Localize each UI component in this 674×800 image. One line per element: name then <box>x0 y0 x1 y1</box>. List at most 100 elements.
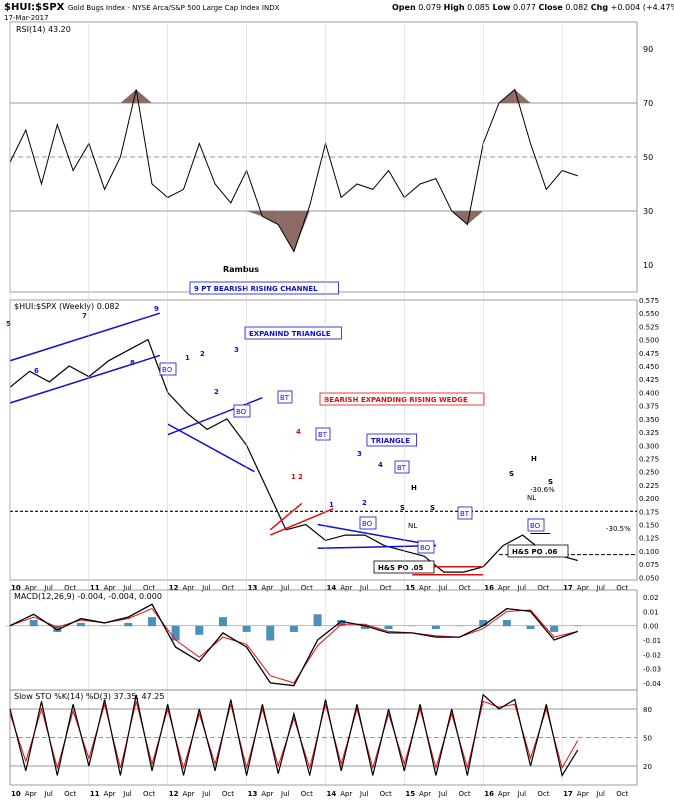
x-tick-label: Apr <box>419 584 431 592</box>
rsi-tick-label: 50 <box>643 153 653 162</box>
open-label: Open <box>392 3 416 12</box>
x-tick-label: Oct <box>222 790 234 798</box>
price-tick-label: 0.500 <box>639 337 659 345</box>
macd-line <box>9 603 579 687</box>
triangle-label: TRIANGLE <box>371 437 410 445</box>
expanding-triangle-label: EXPANIND TRIANGLE <box>249 330 331 338</box>
rsi-overbought-fill <box>136 89 152 103</box>
macd-histogram-bar <box>431 625 440 630</box>
price-tick-label: 0.175 <box>639 508 659 516</box>
bo-label: BO <box>236 408 247 416</box>
x-tick-label: Oct <box>616 790 628 798</box>
close-label: Close <box>538 3 563 12</box>
x-tick-label: Jul <box>201 584 211 592</box>
x-tick-label: Jul <box>517 790 527 798</box>
x-tick-label: 11 <box>90 790 100 798</box>
macd-tick-label: 0.02 <box>643 594 659 602</box>
macd-title: MACD(12,26,9) -0.004, -0.004, 0.000 <box>14 592 162 601</box>
wedge-lower-line <box>269 502 303 531</box>
channel-label-box <box>189 281 339 295</box>
macd-histogram-bar <box>573 625 582 627</box>
x-tick-label: Apr <box>340 790 352 798</box>
x-tick-label: Jul <box>122 584 132 592</box>
close-value: 0.082 <box>565 3 589 12</box>
bo-label: BO <box>420 544 431 552</box>
macd-histogram-bar <box>6 625 14 627</box>
macd-tick-label: -0.02 <box>643 651 661 659</box>
sto-d-line <box>9 700 579 770</box>
macd-histogram-bar <box>289 625 298 632</box>
wave-number-label: 2 <box>298 473 303 481</box>
description-label: Gold Bugs Index - NYSE Arca/S&P 500 Larg… <box>68 4 280 12</box>
bo-box <box>417 540 435 554</box>
wedge-upper-line <box>269 507 334 536</box>
macd-histogram-bar <box>337 620 346 627</box>
price-tick-label: 0.050 <box>639 574 659 582</box>
date-label: 17-Mar-2017 <box>4 14 49 22</box>
macd-histogram-bar <box>53 625 62 632</box>
ohlc-bar: Open 0.079 High 0.085 Low 0.077 Close 0.… <box>392 3 674 12</box>
x-tick-label: 10 <box>11 790 21 798</box>
bo-label: BO <box>362 520 373 528</box>
macd-histogram-bar <box>218 617 227 627</box>
wave-number-label: 2 <box>200 350 205 358</box>
macd-histogram-bar <box>502 620 511 627</box>
x-tick-label: 15 <box>405 584 415 592</box>
wave-number-label: 1 <box>185 354 190 362</box>
wedge-label: BEARISH EXPANDING RISING WEDGE <box>324 396 468 404</box>
macd-histogram-bar <box>195 625 204 635</box>
price-line <box>9 338 578 573</box>
x-tick-label: Apr <box>25 790 37 798</box>
x-tick-label: 17 <box>563 790 573 798</box>
x-tick-label: 17 <box>563 584 573 592</box>
x-tick-label: Jul <box>280 584 290 592</box>
price-tick-label: 0.075 <box>639 561 659 569</box>
x-tick-label: Apr <box>498 584 510 592</box>
macd-histogram-bar <box>266 625 275 641</box>
x-tick-label: Oct <box>301 790 313 798</box>
x-tick-label: Oct <box>380 584 392 592</box>
x-tick-label: 16 <box>484 584 494 592</box>
symbol-label: $HUI:$SPX <box>4 2 65 13</box>
macd-tick-label: -0.04 <box>643 680 662 688</box>
x-tick-label: Oct <box>64 790 76 798</box>
rsi-tick-label: 70 <box>643 99 653 108</box>
s-label: S <box>509 470 514 478</box>
chg-value: +0.004 (+4.47%) <box>610 3 674 12</box>
price-tick-label: 0.100 <box>639 548 659 556</box>
x-tick-label: Jul <box>43 790 53 798</box>
price-tick-label: 0.575 <box>639 297 659 305</box>
rsi-tick-label: 10 <box>643 261 653 270</box>
x-tick-label: 10 <box>11 584 21 592</box>
rsi-overbought-fill <box>120 89 137 103</box>
x-tick-label: Apr <box>419 790 431 798</box>
rsi-oversold-fill <box>262 211 279 225</box>
sto-tick-label: 20 <box>643 763 652 771</box>
channel-label: 9 PT BEARISH RISING CHANNEL <box>194 285 318 293</box>
macd-histogram-bar <box>29 620 38 627</box>
expanding-triangle-label-box <box>244 326 342 340</box>
x-tick-label: 13 <box>248 790 258 798</box>
x-tick-label: Oct <box>537 790 549 798</box>
x-tick-label: 13 <box>248 584 258 592</box>
bo-box <box>359 516 377 530</box>
price-tick-label: 0.250 <box>639 469 659 477</box>
rsi-overbought-fill <box>514 89 531 103</box>
price-tick-label: 0.350 <box>639 416 659 424</box>
price-tick-label: 0.400 <box>639 389 659 397</box>
x-tick-label: Apr <box>340 584 352 592</box>
wedge-label-box <box>319 392 485 406</box>
wave-number-label: 2 <box>214 388 219 396</box>
x-tick-label: Jul <box>438 584 448 592</box>
x-tick-label: Apr <box>261 584 273 592</box>
s-label: S <box>548 478 553 486</box>
x-tick-label: Jul <box>359 584 369 592</box>
x-tick-label: Oct <box>143 584 155 592</box>
bt-box <box>457 506 473 520</box>
macd-tick-label: -0.03 <box>643 666 661 674</box>
x-tick-label: Apr <box>261 790 273 798</box>
price-tick-label: 0.125 <box>639 535 659 543</box>
sto-k-line <box>9 693 579 778</box>
macd-histogram-bar <box>384 625 393 630</box>
